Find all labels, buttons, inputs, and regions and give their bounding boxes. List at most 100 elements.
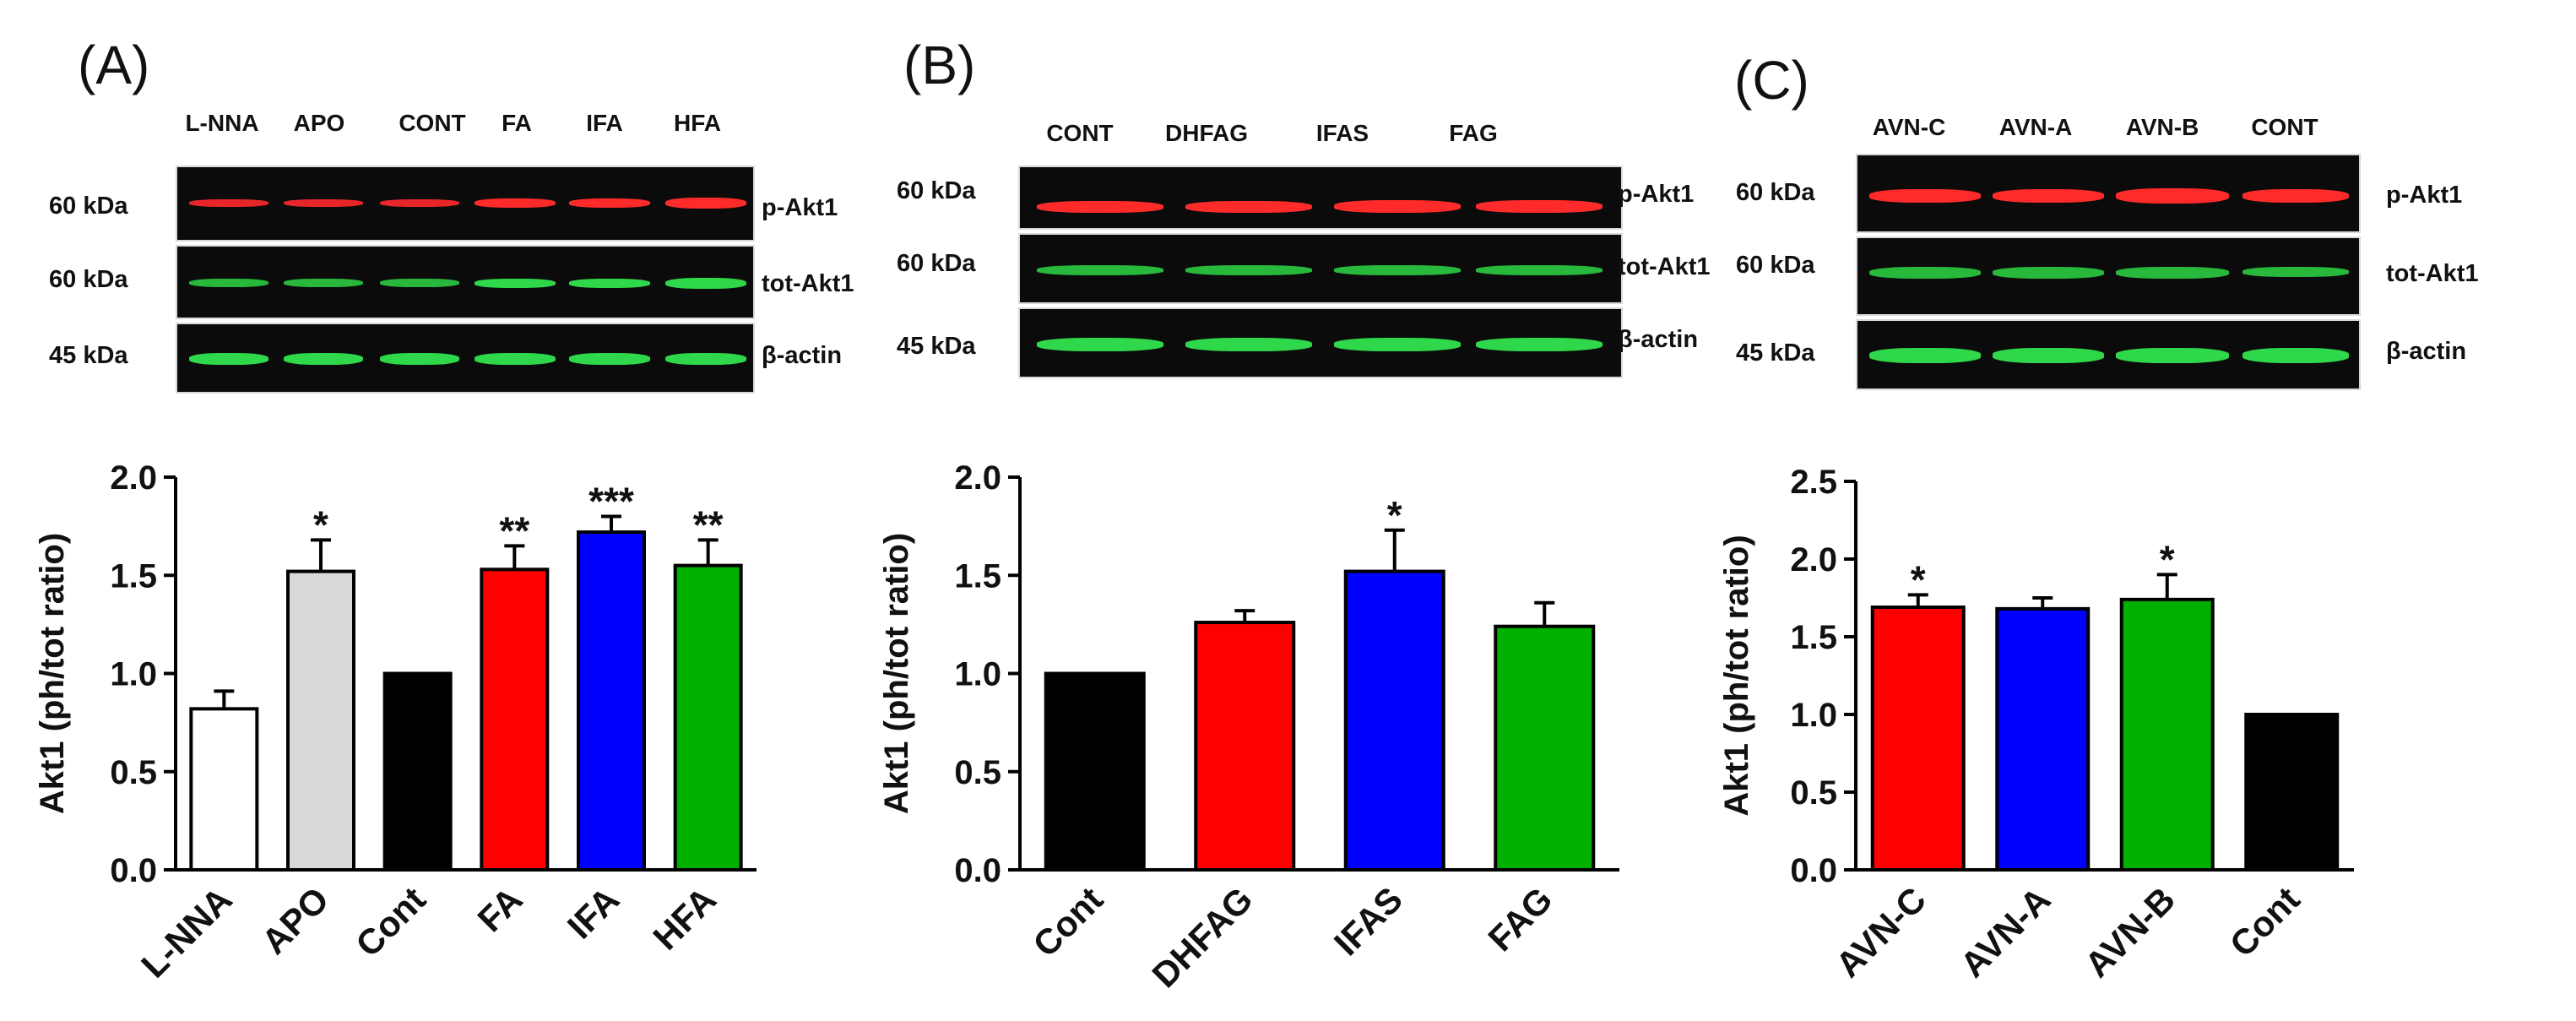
blot-band (1476, 200, 1603, 213)
x-tick-label: HFA (645, 879, 724, 958)
lane-label: DHFAG (1165, 120, 1248, 146)
blot-band (380, 199, 459, 207)
panel-a: (A) L-NNA APO CONT FA IFA HFA 60 kDa 60 … (0, 0, 854, 1021)
blot-band (1869, 348, 1981, 363)
kda-label: 60 kDa (1736, 179, 1815, 206)
kda-label: 60 kDa (49, 193, 128, 220)
blot-band (1993, 189, 2104, 203)
significance-marker: *** (588, 480, 634, 524)
x-tick-label: DHFAG (1144, 879, 1260, 995)
y-tick-label: 0.0 (954, 852, 1001, 889)
bar-chart-b: 0.0 0.5 1.0 1.5 2.0 Akt1 (ph/tot ratio) Cont DH… (878, 459, 1619, 995)
y-tick-label: 2.0 (954, 459, 1001, 497)
bar (2244, 713, 2340, 872)
lane-label: CONT (399, 110, 466, 136)
y-tick-label: 1.5 (1790, 619, 1837, 656)
y-axis-label: Akt1 (ph/tot ratio) (1718, 535, 1755, 816)
y-tick-label: 0.0 (1790, 852, 1837, 889)
blot-band (2242, 189, 2349, 203)
blot-band (284, 199, 363, 207)
blot-band (2242, 348, 2349, 363)
blot-band (1037, 201, 1163, 213)
lane-label: AVN-A (1998, 114, 2073, 140)
lane-label: FA (502, 110, 532, 136)
y-tick-label: 1.0 (1790, 697, 1837, 734)
y-tick-label: 1.0 (954, 656, 1001, 693)
lane-label: CONT (2251, 114, 2318, 140)
x-tick-label: FAG (1480, 879, 1559, 959)
bar (1044, 671, 1146, 872)
blot-band (1993, 267, 2104, 279)
bar (1870, 606, 1966, 872)
bar (1494, 624, 1596, 872)
x-tick-label: L-NNA (133, 879, 240, 986)
x-tick-label: IFA (560, 879, 626, 946)
blot-band (569, 279, 650, 288)
protein-label: tot-Akt1 (1618, 253, 1711, 280)
y-tick-label: 2.0 (110, 459, 157, 497)
blot-band (2116, 348, 2229, 363)
blot-strip-tot-akt1 (176, 245, 755, 319)
bar (1194, 621, 1296, 872)
significance-marker: ** (693, 502, 724, 546)
y-tick-label: 0.0 (110, 852, 157, 889)
blot-band (1334, 265, 1461, 275)
protein-label: β-actin (2386, 338, 2467, 365)
bar (577, 530, 646, 872)
y-tick-label: 1.5 (110, 557, 157, 595)
kda-label: 60 kDa (1736, 252, 1815, 279)
kda-label: 45 kDa (897, 333, 976, 360)
panel-b-label: (B) (903, 35, 976, 95)
panel-c-label: (C) (1734, 50, 1809, 111)
bar (673, 563, 743, 872)
bar-chart-c: 0.0 0.5 1.0 1.5 2.0 2.5 Akt1 (ph/tot ratio) * AV… (1718, 464, 2354, 985)
blot-strip-beta-actin (176, 323, 755, 394)
lane-label: APO (293, 110, 345, 136)
blot-band (1334, 338, 1461, 351)
blot-strip-beta-actin (1856, 319, 2361, 390)
blot-band (475, 198, 556, 208)
blot-band (1334, 200, 1461, 213)
y-tick-label: 0.5 (110, 754, 157, 791)
x-tick-label: AVN-A (1953, 879, 2058, 985)
y-tick-label: 0.5 (954, 754, 1001, 791)
blot-strip-p-akt1 (1856, 154, 2361, 233)
bar-chart-a: 0.0 0.5 1.0 1.5 2.0 Akt1 (ph/tot ratio) L-NNA *… (34, 459, 757, 986)
y-tick-label: 1.0 (110, 656, 157, 693)
blot-band (380, 353, 459, 365)
blot-band (284, 279, 363, 287)
x-tick-label: Cont (348, 879, 433, 964)
blot-strip-beta-actin (1018, 307, 1623, 378)
blot-band (569, 353, 650, 365)
blot-band (1037, 265, 1163, 275)
significance-marker: ** (499, 508, 529, 552)
bar (480, 568, 550, 872)
blot-strip-p-akt1 (1018, 166, 1623, 230)
blot-band (2116, 267, 2229, 279)
x-tick-label: Cont (1025, 879, 1110, 964)
significance-marker: * (2160, 537, 2175, 581)
y-tick-label: 2.0 (1790, 541, 1837, 578)
panel-c: (C) AVN-C AVN-A AVN-B CONT 60 kDa 60 kDa… (1706, 0, 2576, 1021)
significance-marker: * (1911, 557, 1926, 601)
lane-label: AVN-C (1872, 114, 1946, 140)
x-tick-label: AVN-C (1828, 879, 1933, 985)
protein-label: p-Akt1 (762, 194, 838, 221)
kda-label: 45 kDa (49, 342, 128, 369)
blot-band (1185, 265, 1312, 275)
y-tick-label: 1.5 (954, 557, 1001, 595)
blot-strip-tot-akt1 (1856, 236, 2361, 316)
bar (189, 707, 259, 872)
blot-band (1037, 338, 1163, 351)
protein-label: β-actin (762, 342, 843, 369)
kda-label: 45 kDa (1736, 339, 1815, 367)
x-tick-label: Cont (2222, 879, 2308, 964)
x-tick-label: FA (470, 879, 530, 939)
significance-marker: * (1387, 493, 1402, 537)
bar (1995, 606, 2091, 872)
y-axis-label: Akt1 (ph/tot ratio) (34, 533, 71, 814)
lane-label: L-NNA (185, 110, 259, 136)
blot-strip-tot-akt1 (1018, 233, 1623, 304)
lane-label: IFAS (1315, 120, 1369, 146)
lane-label: HFA (674, 110, 721, 136)
